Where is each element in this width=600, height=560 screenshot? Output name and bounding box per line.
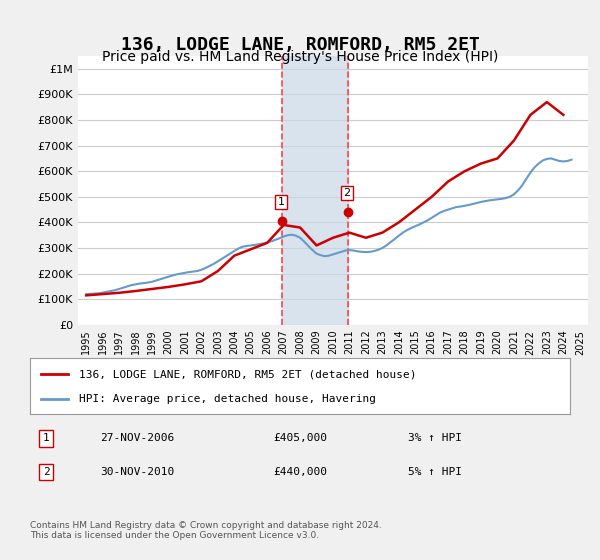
Bar [282, 56, 348, 325]
Text: 30-NOV-2010: 30-NOV-2010 [100, 467, 175, 477]
Text: 27-NOV-2006: 27-NOV-2006 [100, 433, 175, 444]
Text: 3% ↑ HPI: 3% ↑ HPI [408, 433, 462, 444]
Text: 1: 1 [278, 197, 284, 207]
Text: Price paid vs. HM Land Registry's House Price Index (HPI): Price paid vs. HM Land Registry's House … [102, 50, 498, 64]
Text: £440,000: £440,000 [273, 467, 327, 477]
Text: £405,000: £405,000 [273, 433, 327, 444]
Text: 136, LODGE LANE, ROMFORD, RM5 2ET (detached house): 136, LODGE LANE, ROMFORD, RM5 2ET (detac… [79, 369, 416, 379]
Text: HPI: Average price, detached house, Havering: HPI: Average price, detached house, Have… [79, 394, 376, 404]
Text: 2: 2 [43, 467, 50, 477]
Text: Contains HM Land Registry data © Crown copyright and database right 2024.
This d: Contains HM Land Registry data © Crown c… [30, 521, 382, 540]
Text: 136, LODGE LANE, ROMFORD, RM5 2ET: 136, LODGE LANE, ROMFORD, RM5 2ET [121, 36, 479, 54]
Text: 5% ↑ HPI: 5% ↑ HPI [408, 467, 462, 477]
Text: 1: 1 [43, 433, 50, 444]
Text: 2: 2 [343, 188, 350, 198]
